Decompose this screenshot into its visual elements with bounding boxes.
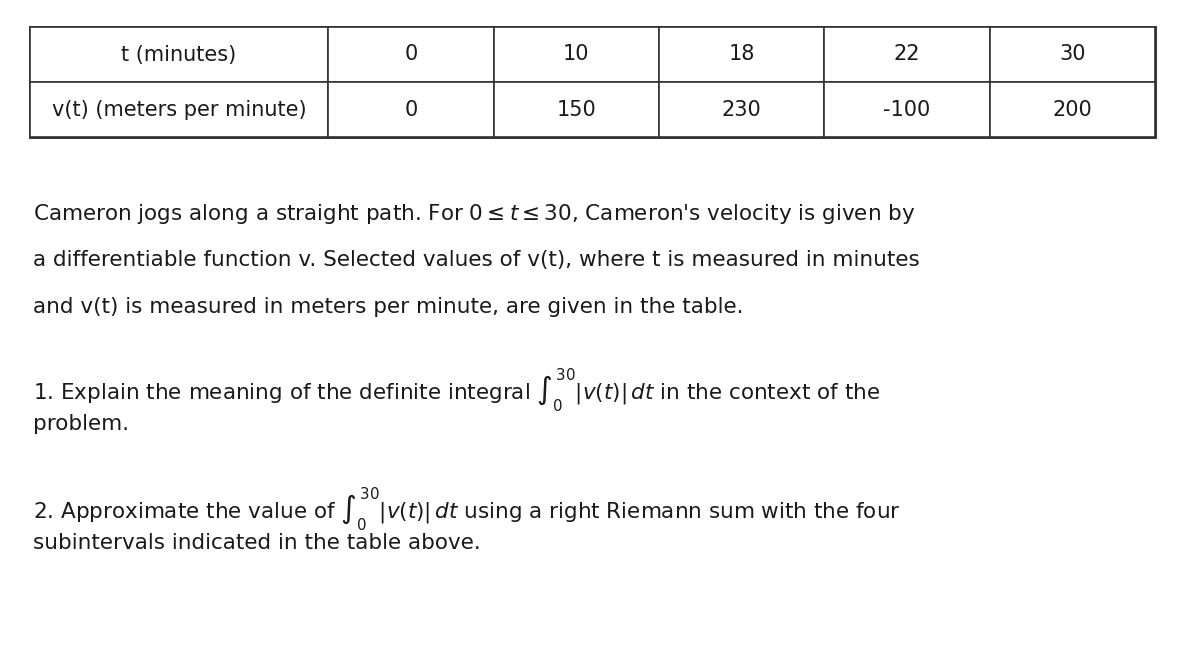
Text: a differentiable function v. Selected values of v(t), where t is measured in min: a differentiable function v. Selected va… [34, 250, 919, 269]
Bar [493, 82, 659, 137]
Bar [30, 82, 328, 137]
Text: 200: 200 [1052, 99, 1092, 120]
Text: v(t) (meters per minute): v(t) (meters per minute) [52, 99, 306, 120]
Bar [30, 27, 328, 82]
Text: 18: 18 [728, 44, 755, 64]
Text: 30: 30 [1060, 44, 1086, 64]
Text: Cameron jogs along a straight path. For $0 \leq t \leq 30$, Cameron's velocity i: Cameron jogs along a straight path. For … [34, 202, 916, 226]
Bar [30, 27, 1154, 137]
Text: 150: 150 [557, 99, 596, 120]
Text: 0: 0 [404, 44, 418, 64]
Bar [824, 82, 990, 137]
Bar [824, 27, 990, 82]
Bar [990, 82, 1154, 137]
Text: and v(t) is measured in meters per minute, are given in the table.: and v(t) is measured in meters per minut… [34, 297, 744, 317]
Text: t (minutes): t (minutes) [121, 44, 236, 64]
Text: subintervals indicated in the table above.: subintervals indicated in the table abov… [34, 534, 481, 553]
Text: 2. Approximate the value of $\int_0^{30} |v(t)| \,dt$ using a right Riemann sum : 2. Approximate the value of $\int_0^{30}… [34, 486, 901, 534]
Bar [328, 27, 493, 82]
Text: 1. Explain the meaning of the definite integral $\int_0^{30} |v(t)| \,dt$ in the: 1. Explain the meaning of the definite i… [34, 367, 880, 414]
Bar [493, 27, 659, 82]
Bar [328, 82, 493, 137]
Bar [659, 82, 824, 137]
Text: 22: 22 [894, 44, 920, 64]
Bar [990, 27, 1154, 82]
Text: 10: 10 [563, 44, 589, 64]
Text: -100: -100 [883, 99, 930, 120]
Text: 0: 0 [404, 99, 418, 120]
Text: 230: 230 [721, 99, 762, 120]
Text: problem.: problem. [34, 414, 130, 434]
Bar [659, 27, 824, 82]
